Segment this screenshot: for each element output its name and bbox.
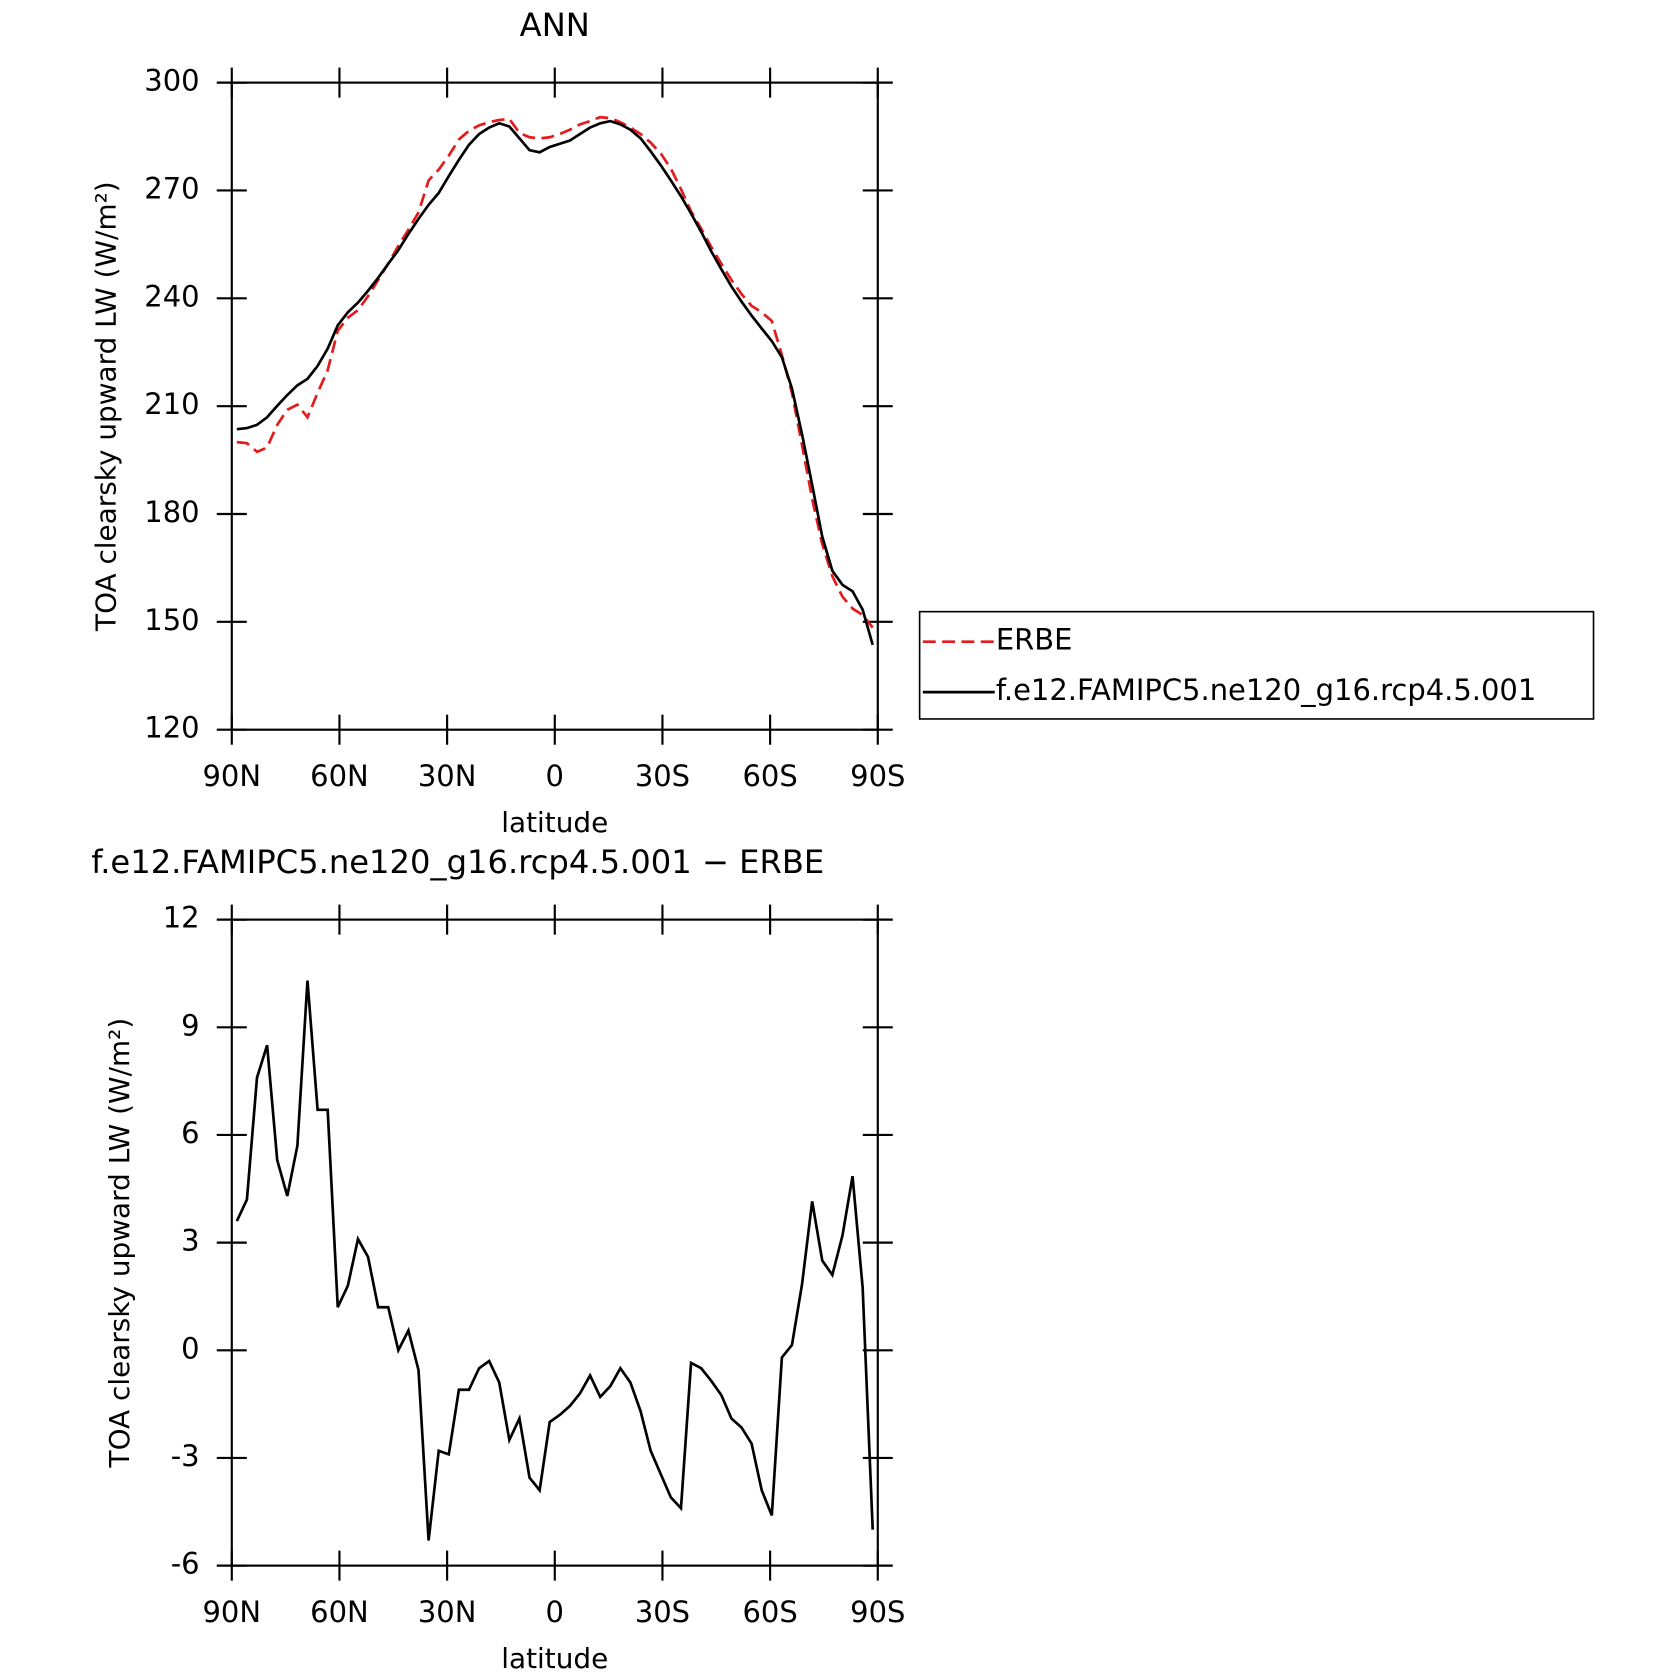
- x-tick-label: 30N: [418, 759, 477, 793]
- chart-title: f.e12.FAMIPC5.ne120_g16.rcp4.5.001 − ERB…: [91, 843, 824, 881]
- y-tick-label: 12: [163, 901, 200, 935]
- y-tick-label: -6: [171, 1547, 200, 1581]
- x-tick-label: 60N: [310, 759, 369, 793]
- chart-title: ANN: [520, 6, 590, 44]
- y-tick-label: 270: [144, 171, 199, 205]
- x-tick-label: 60N: [310, 1595, 369, 1629]
- legend-label: f.e12.FAMIPC5.ne120_g16.rcp4.5.001: [996, 673, 1536, 707]
- y-tick-label: 9: [181, 1008, 199, 1042]
- legend-label: ERBE: [996, 623, 1073, 657]
- y-tick-label: 210: [144, 387, 199, 421]
- y-tick-label: 300: [144, 64, 199, 98]
- plot-frame: [230, 918, 879, 1567]
- y-tick-label: 0: [181, 1331, 199, 1365]
- data-line: [235, 980, 875, 1541]
- x-tick-label: 0: [546, 1595, 564, 1629]
- y-tick-label: 6: [181, 1116, 199, 1150]
- x-tick-label: 90S: [850, 759, 905, 793]
- x-tick-label: 30S: [635, 1595, 690, 1629]
- y-tick-label: 120: [144, 711, 199, 745]
- y-axis-label: TOA clearsky upward LW (W/m²): [103, 1018, 136, 1469]
- y-tick-label: 150: [144, 603, 199, 637]
- y-tick-label: 3: [181, 1224, 199, 1258]
- x-axis-label: latitude: [501, 1642, 608, 1674]
- data-line: [236, 119, 875, 646]
- x-tick-label: 30S: [635, 759, 690, 793]
- x-tick-label: 90S: [850, 1595, 905, 1629]
- x-tick-label: 60S: [742, 759, 797, 793]
- y-tick-label: 180: [144, 495, 199, 529]
- x-tick-label: 0: [546, 759, 564, 793]
- x-axis-label: latitude: [501, 806, 608, 839]
- legend-box: [918, 610, 1595, 720]
- plot-frame: [230, 81, 879, 731]
- data-line: [236, 115, 874, 629]
- x-tick-label: 60S: [742, 1595, 797, 1629]
- y-tick-label: -3: [171, 1439, 200, 1473]
- x-tick-label: 30N: [418, 1595, 477, 1629]
- x-tick-label: 90N: [203, 759, 262, 793]
- y-tick-label: 240: [144, 279, 199, 313]
- y-axis-label: TOA clearsky upward LW (W/m²): [89, 181, 122, 632]
- x-tick-label: 90N: [203, 1595, 262, 1629]
